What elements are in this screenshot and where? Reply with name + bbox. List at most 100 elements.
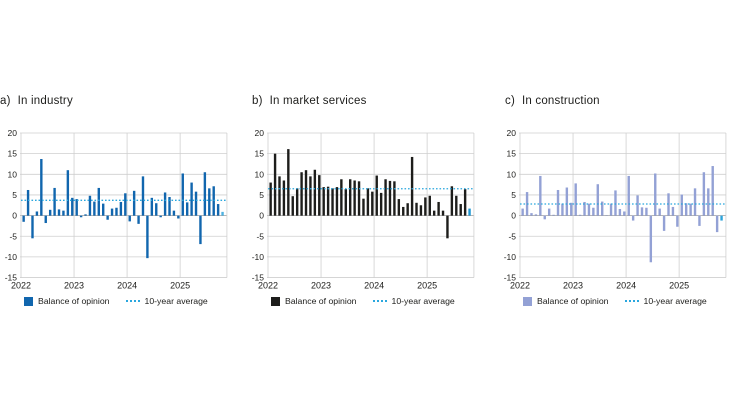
panel-industry: a) In industry 20 15 10 5 0 -5 -10 -15 2022 2023 20… [0, 95, 243, 320]
chart-title-text: In market services [269, 95, 367, 107]
bar [707, 188, 710, 216]
bar [155, 203, 158, 216]
bar [190, 182, 193, 216]
bar [106, 215, 109, 220]
bar [322, 187, 325, 216]
bar [658, 208, 661, 216]
chart-label: c) [505, 95, 515, 107]
bar [168, 197, 171, 216]
x-tick-label: 2022 [258, 281, 278, 291]
bar [583, 201, 586, 216]
y-tick-label: 5 [259, 190, 264, 200]
y-tick-label: 0 [12, 211, 17, 221]
bar [654, 173, 657, 216]
bar [410, 156, 414, 216]
x-tick-label: 2024 [364, 281, 384, 291]
bar [623, 211, 626, 216]
bar [340, 179, 343, 216]
bar [446, 215, 449, 239]
bar [194, 191, 198, 216]
y-tick-label: 15 [507, 149, 517, 159]
bar [424, 197, 427, 216]
bar [552, 214, 555, 216]
legend-balance-label: Balance of opinion [38, 296, 110, 306]
x-tick-label: 2022 [11, 281, 31, 291]
y-tick-label: 0 [259, 211, 264, 221]
bar [309, 176, 312, 216]
bar [375, 175, 378, 216]
bar [53, 187, 56, 216]
bar [587, 203, 591, 216]
bar [203, 172, 207, 216]
bar [102, 203, 105, 216]
bar [132, 190, 136, 216]
y-tick-label: -5 [508, 231, 516, 241]
x-tick-label: 2022 [510, 281, 530, 291]
bar [711, 166, 714, 216]
bar [556, 189, 560, 216]
y-tick-label: 15 [8, 149, 18, 159]
bar [357, 181, 361, 216]
bar [645, 207, 648, 216]
chart-legend: Balance of opinion 10-year average [523, 296, 730, 306]
bar [318, 175, 321, 216]
chart-title: a) In industry [0, 95, 243, 125]
bar [141, 176, 145, 216]
bar [66, 170, 70, 216]
x-tick-label: 2025 [669, 281, 689, 291]
bar [428, 195, 431, 216]
bar [450, 186, 454, 216]
bar [521, 208, 524, 216]
bar-latest [221, 211, 224, 216]
y-tick-label: -15 [5, 273, 18, 283]
bar [93, 201, 96, 216]
bar [216, 204, 220, 216]
bar [313, 169, 317, 216]
bar [649, 215, 653, 263]
legend-average-label: 10-year average [144, 296, 208, 306]
bar [326, 186, 330, 216]
bar [31, 215, 34, 239]
bar [40, 159, 43, 216]
bar [530, 213, 533, 216]
bar [419, 205, 423, 216]
bar [137, 215, 140, 224]
bar [185, 202, 189, 216]
bar [62, 210, 65, 216]
bar [561, 203, 564, 216]
panel-construction: c) In construction 20 15 10 5 0 -5 -10 -15 2022 20… [487, 95, 730, 320]
bar [547, 208, 551, 216]
bar [278, 176, 281, 216]
bar [463, 189, 467, 216]
y-tick-label: -5 [9, 231, 17, 241]
bar [455, 195, 458, 216]
bar [676, 215, 679, 227]
bar [702, 172, 706, 216]
bar [415, 202, 418, 216]
bar [282, 180, 286, 216]
bar [349, 179, 352, 216]
bar [715, 215, 719, 233]
bar [208, 188, 211, 216]
y-tick-label: 5 [511, 190, 516, 200]
bar [570, 202, 573, 216]
bar [680, 194, 683, 216]
bar [543, 215, 546, 220]
x-tick-label: 2024 [616, 281, 636, 291]
legend-balance-label: Balance of opinion [537, 296, 609, 306]
bar-latest [720, 215, 723, 221]
y-tick-label: 20 [8, 128, 18, 138]
chart-title: b) In market services [244, 95, 487, 125]
x-tick-label: 2023 [64, 281, 84, 291]
bar [110, 208, 114, 216]
bar [574, 183, 577, 216]
bar [640, 207, 644, 216]
bar [689, 203, 692, 216]
bar [48, 209, 52, 216]
chart-label: b) [252, 95, 263, 107]
y-tick-label: -10 [252, 252, 265, 262]
bar [366, 188, 370, 216]
bar [22, 215, 25, 222]
